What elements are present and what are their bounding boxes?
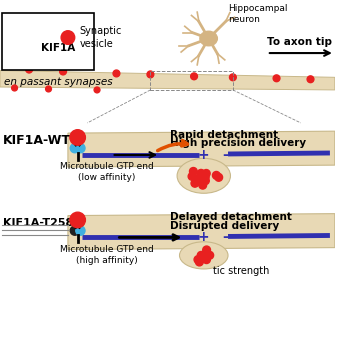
Circle shape (229, 74, 236, 81)
Circle shape (12, 85, 18, 91)
Circle shape (201, 174, 209, 181)
Circle shape (199, 181, 207, 189)
Circle shape (188, 172, 196, 180)
Circle shape (191, 179, 199, 187)
Circle shape (60, 68, 67, 75)
Polygon shape (0, 70, 335, 90)
Circle shape (196, 174, 204, 181)
Circle shape (200, 252, 208, 259)
Text: Rapid detachment: Rapid detachment (170, 130, 278, 140)
Text: +: + (198, 230, 209, 244)
Polygon shape (68, 131, 335, 167)
Circle shape (200, 251, 208, 259)
Text: Delayed detachment: Delayed detachment (170, 212, 292, 222)
Text: Hippocampal
neuron: Hippocampal neuron (228, 4, 287, 24)
Circle shape (203, 169, 210, 177)
Polygon shape (68, 214, 335, 249)
Text: en passant synapses: en passant synapses (4, 77, 112, 87)
Text: KIF1A: KIF1A (41, 43, 75, 53)
Circle shape (198, 171, 206, 179)
Circle shape (191, 73, 197, 80)
Circle shape (46, 86, 51, 92)
Text: Microtubule GTP end
(high affinity): Microtubule GTP end (high affinity) (60, 245, 154, 265)
Circle shape (13, 39, 23, 48)
Circle shape (70, 144, 79, 153)
Text: Synaptic
vesicle: Synaptic vesicle (80, 26, 122, 49)
Circle shape (203, 256, 210, 264)
Circle shape (70, 130, 86, 145)
Circle shape (198, 176, 206, 184)
Text: KIF1A-WT: KIF1A-WT (3, 134, 71, 147)
Text: Disrupted delivery: Disrupted delivery (170, 221, 279, 231)
Text: To axon tip: To axon tip (267, 37, 332, 47)
Circle shape (273, 75, 280, 82)
Circle shape (198, 176, 206, 184)
Text: Microtubule GTP end
(low affinity): Microtubule GTP end (low affinity) (60, 162, 154, 182)
Circle shape (76, 144, 85, 153)
Circle shape (113, 70, 120, 77)
Circle shape (201, 177, 209, 185)
Text: KIF1A-T258M: KIF1A-T258M (3, 218, 84, 228)
Ellipse shape (200, 31, 217, 46)
Circle shape (26, 66, 32, 73)
Circle shape (147, 71, 154, 78)
Circle shape (19, 39, 29, 48)
Circle shape (70, 212, 86, 228)
Text: tic strength: tic strength (214, 266, 270, 276)
Circle shape (197, 252, 205, 259)
Text: -: - (222, 148, 228, 162)
Circle shape (189, 168, 197, 175)
Text: +: + (198, 148, 209, 162)
Circle shape (199, 175, 207, 183)
Circle shape (201, 173, 209, 181)
Circle shape (197, 169, 205, 177)
Text: High precision delivery: High precision delivery (170, 138, 306, 148)
Circle shape (194, 256, 202, 264)
Circle shape (76, 226, 85, 235)
Circle shape (307, 76, 314, 83)
Circle shape (70, 226, 79, 235)
Circle shape (94, 87, 100, 93)
Circle shape (61, 31, 75, 44)
Circle shape (203, 246, 210, 254)
Text: -: - (222, 230, 228, 244)
Circle shape (213, 171, 220, 179)
Circle shape (196, 258, 203, 266)
Circle shape (206, 252, 214, 259)
Circle shape (215, 174, 223, 181)
FancyBboxPatch shape (2, 13, 94, 70)
Ellipse shape (177, 158, 230, 193)
Ellipse shape (179, 242, 228, 269)
